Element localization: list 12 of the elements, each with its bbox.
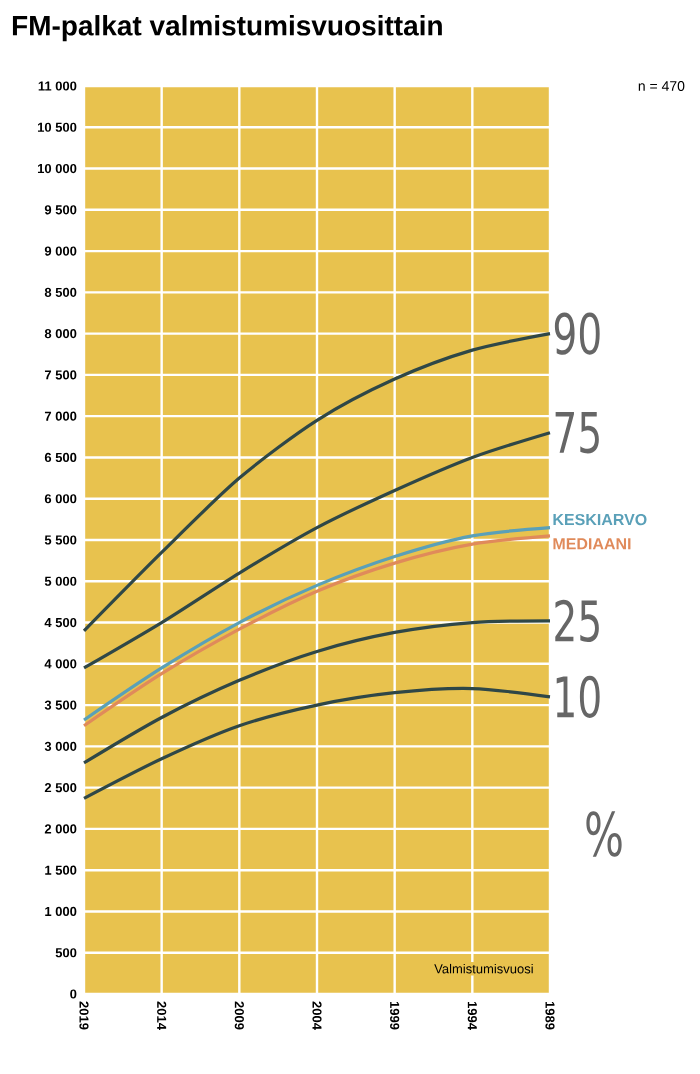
line-series bbox=[82, 686, 552, 800]
series-label: KESKIARVO bbox=[553, 513, 647, 526]
line-series bbox=[82, 619, 552, 765]
series-label: 90 bbox=[554, 312, 600, 355]
line-series bbox=[82, 332, 552, 633]
series-label: 25 bbox=[555, 599, 599, 643]
line-series bbox=[82, 431, 552, 670]
series-label: MEDIAANI bbox=[553, 538, 631, 550]
series-label: 10 bbox=[556, 675, 600, 718]
series-label: 75 bbox=[555, 411, 599, 454]
text: % bbox=[586, 811, 622, 857]
chart-title: FM-palkat valmistumisvuosittain bbox=[12, 15, 442, 42]
